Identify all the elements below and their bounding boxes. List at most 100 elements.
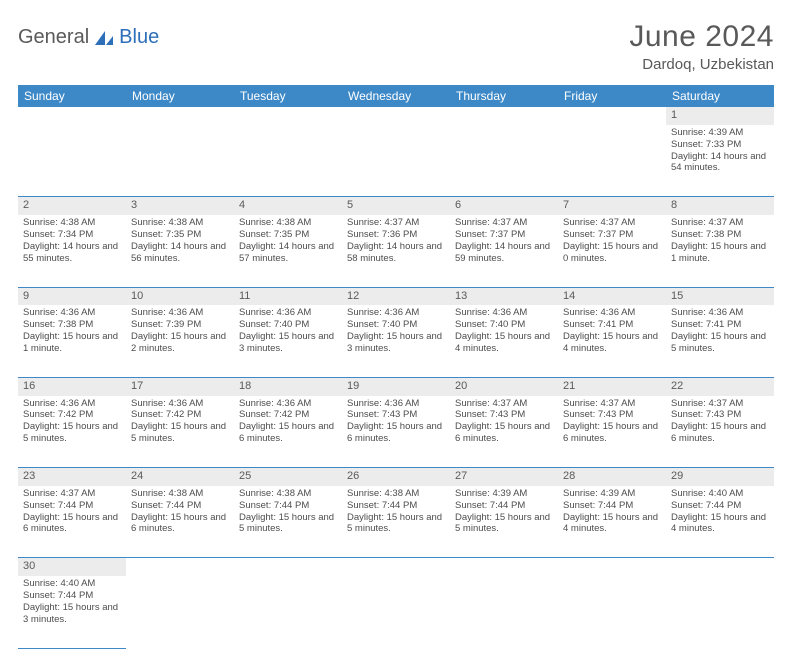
day-data-cell: [342, 576, 450, 648]
day-data-cell: Sunrise: 4:36 AMSunset: 7:40 PMDaylight:…: [450, 305, 558, 377]
day-data-cell: [234, 576, 342, 648]
day-number-cell: 11: [234, 287, 342, 305]
day-data-cell: [126, 576, 234, 648]
sunset-line: Sunset: 7:34 PM: [23, 229, 121, 241]
day-data-cell: Sunrise: 4:37 AMSunset: 7:43 PMDaylight:…: [666, 396, 774, 468]
daylight-line: Daylight: 15 hours and 6 minutes.: [239, 421, 337, 445]
day-number-cell: 18: [234, 377, 342, 395]
sunrise-line: Sunrise: 4:36 AM: [23, 398, 121, 410]
page-header: General Blue June 2024 Dardoq, Uzbekista…: [18, 20, 774, 73]
sunrise-line: Sunrise: 4:38 AM: [239, 217, 337, 229]
sunset-line: Sunset: 7:42 PM: [131, 409, 229, 421]
day-number-cell: 8: [666, 197, 774, 215]
daylight-line: Daylight: 14 hours and 59 minutes.: [455, 241, 553, 265]
day-data-cell: Sunrise: 4:36 AMSunset: 7:42 PMDaylight:…: [18, 396, 126, 468]
day-number-cell: 15: [666, 287, 774, 305]
day-number-row: 30: [18, 558, 774, 576]
day-number-cell: [558, 558, 666, 576]
daylight-line: Daylight: 14 hours and 57 minutes.: [239, 241, 337, 265]
title-block: June 2024 Dardoq, Uzbekistan: [629, 20, 774, 73]
sunrise-line: Sunrise: 4:37 AM: [563, 217, 661, 229]
sunset-line: Sunset: 7:37 PM: [563, 229, 661, 241]
day-data-row: Sunrise: 4:39 AMSunset: 7:33 PMDaylight:…: [18, 125, 774, 197]
sunrise-line: Sunrise: 4:36 AM: [131, 307, 229, 319]
sunset-line: Sunset: 7:37 PM: [455, 229, 553, 241]
sunset-line: Sunset: 7:42 PM: [239, 409, 337, 421]
day-data-cell: Sunrise: 4:37 AMSunset: 7:36 PMDaylight:…: [342, 215, 450, 287]
day-data-cell: Sunrise: 4:37 AMSunset: 7:37 PMDaylight:…: [558, 215, 666, 287]
day-number-cell: 23: [18, 468, 126, 486]
weekday-header: Thursday: [450, 85, 558, 107]
day-number-cell: [666, 558, 774, 576]
daylight-line: Daylight: 15 hours and 2 minutes.: [131, 331, 229, 355]
daylight-line: Daylight: 14 hours and 56 minutes.: [131, 241, 229, 265]
day-number-row: 16171819202122: [18, 377, 774, 395]
sunset-line: Sunset: 7:44 PM: [455, 500, 553, 512]
sunrise-line: Sunrise: 4:39 AM: [671, 127, 769, 139]
day-number-cell: 5: [342, 197, 450, 215]
month-title: June 2024: [629, 20, 774, 54]
day-data-cell: [450, 576, 558, 648]
day-number-cell: [342, 558, 450, 576]
day-number-cell: 9: [18, 287, 126, 305]
daylight-line: Daylight: 15 hours and 0 minutes.: [563, 241, 661, 265]
day-number-cell: 30: [18, 558, 126, 576]
sunset-line: Sunset: 7:40 PM: [347, 319, 445, 331]
sunset-line: Sunset: 7:43 PM: [347, 409, 445, 421]
daylight-line: Daylight: 15 hours and 5 minutes.: [239, 512, 337, 536]
sunrise-line: Sunrise: 4:38 AM: [131, 217, 229, 229]
sunrise-line: Sunrise: 4:36 AM: [563, 307, 661, 319]
day-number-cell: [450, 558, 558, 576]
daylight-line: Daylight: 15 hours and 4 minutes.: [563, 331, 661, 355]
sunrise-line: Sunrise: 4:40 AM: [671, 488, 769, 500]
day-number-cell: [126, 107, 234, 125]
day-number-cell: 2: [18, 197, 126, 215]
day-data-cell: Sunrise: 4:38 AMSunset: 7:34 PMDaylight:…: [18, 215, 126, 287]
daylight-line: Daylight: 15 hours and 5 minutes.: [347, 512, 445, 536]
sunset-line: Sunset: 7:41 PM: [563, 319, 661, 331]
sunset-line: Sunset: 7:35 PM: [239, 229, 337, 241]
day-number-cell: [234, 107, 342, 125]
day-number-cell: 19: [342, 377, 450, 395]
day-number-cell: 10: [126, 287, 234, 305]
day-number-cell: [558, 107, 666, 125]
day-data-cell: [558, 125, 666, 197]
weekday-header: Saturday: [666, 85, 774, 107]
sunrise-line: Sunrise: 4:36 AM: [347, 307, 445, 319]
day-data-cell: Sunrise: 4:36 AMSunset: 7:41 PMDaylight:…: [558, 305, 666, 377]
day-number-cell: [18, 107, 126, 125]
day-data-cell: Sunrise: 4:37 AMSunset: 7:44 PMDaylight:…: [18, 486, 126, 558]
day-data-cell: Sunrise: 4:38 AMSunset: 7:44 PMDaylight:…: [342, 486, 450, 558]
weekday-header-row: SundayMondayTuesdayWednesdayThursdayFrid…: [18, 85, 774, 107]
logo-text-general: General: [18, 26, 89, 49]
daylight-line: Daylight: 14 hours and 54 minutes.: [671, 151, 769, 175]
sunset-line: Sunset: 7:40 PM: [455, 319, 553, 331]
day-number-cell: 13: [450, 287, 558, 305]
sunrise-line: Sunrise: 4:37 AM: [671, 217, 769, 229]
day-data-cell: [666, 576, 774, 648]
sunrise-line: Sunrise: 4:36 AM: [347, 398, 445, 410]
daylight-line: Daylight: 14 hours and 55 minutes.: [23, 241, 121, 265]
day-number-cell: 12: [342, 287, 450, 305]
day-number-cell: 7: [558, 197, 666, 215]
daylight-line: Daylight: 15 hours and 6 minutes.: [671, 421, 769, 445]
day-data-cell: Sunrise: 4:38 AMSunset: 7:35 PMDaylight:…: [126, 215, 234, 287]
day-number-cell: 29: [666, 468, 774, 486]
day-number-cell: [450, 107, 558, 125]
day-number-cell: [234, 558, 342, 576]
day-number-cell: 24: [126, 468, 234, 486]
daylight-line: Daylight: 15 hours and 5 minutes.: [455, 512, 553, 536]
day-data-cell: [234, 125, 342, 197]
day-data-cell: Sunrise: 4:38 AMSunset: 7:35 PMDaylight:…: [234, 215, 342, 287]
day-number-row: 2345678: [18, 197, 774, 215]
day-number-cell: 3: [126, 197, 234, 215]
day-data-cell: Sunrise: 4:39 AMSunset: 7:33 PMDaylight:…: [666, 125, 774, 197]
day-data-cell: [126, 125, 234, 197]
weekday-header: Sunday: [18, 85, 126, 107]
sunset-line: Sunset: 7:38 PM: [671, 229, 769, 241]
daylight-line: Daylight: 15 hours and 6 minutes.: [455, 421, 553, 445]
day-data-cell: Sunrise: 4:36 AMSunset: 7:42 PMDaylight:…: [126, 396, 234, 468]
day-number-row: 9101112131415: [18, 287, 774, 305]
day-data-cell: Sunrise: 4:36 AMSunset: 7:42 PMDaylight:…: [234, 396, 342, 468]
sunset-line: Sunset: 7:44 PM: [671, 500, 769, 512]
